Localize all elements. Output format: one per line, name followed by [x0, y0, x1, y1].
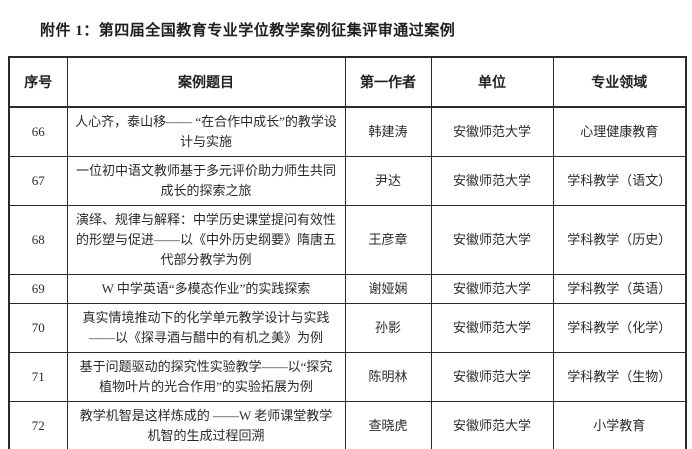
table-header-row: 序号 案例题目 第一作者 单位 专业领域	[8, 56, 687, 108]
author-cell: 查晓虎	[344, 401, 432, 449]
header-case-title: 案例题目	[66, 56, 346, 108]
table-row: 67 一位初中语文教师基于多元评价助力师生共同成长的探索之旅 尹达 安徽师范大学…	[8, 156, 687, 206]
unit-cell: 安徽师范大学	[430, 401, 554, 449]
field-cell: 小学教育	[552, 401, 687, 449]
unit-cell: 安徽师范大学	[430, 106, 554, 157]
row-number-cell: 69	[8, 274, 68, 304]
case-title-cell: 演绎、规律与解释：中学历史课堂提问有效性的形塑与促进——以《中外历史纲要》隋唐五…	[66, 205, 346, 275]
row-number-cell: 68	[8, 205, 68, 275]
cases-table: 序号 案例题目 第一作者 单位 专业领域 66 人心齐，泰山移—— “在合作中成…	[8, 56, 687, 449]
field-cell: 学科教学（生物）	[552, 352, 687, 402]
unit-cell: 安徽师范大学	[430, 156, 554, 206]
header-unit: 单位	[430, 56, 554, 108]
table-row: 66 人心齐，泰山移—— “在合作中成长”的教学设计与实施 韩建涛 安徽师范大学…	[8, 106, 687, 157]
case-title-cell: 人心齐，泰山移—— “在合作中成长”的教学设计与实施	[66, 106, 346, 157]
case-title-cell: 基于问题驱动的探究性实验教学——以“探究植物叶片的光合作用”的实验拓展为例	[66, 352, 346, 402]
row-number-cell: 66	[8, 106, 68, 157]
row-number-cell: 70	[8, 303, 68, 353]
author-cell: 韩建涛	[344, 106, 432, 157]
unit-cell: 安徽师范大学	[430, 352, 554, 402]
unit-cell: 安徽师范大学	[430, 205, 554, 275]
table-row: 70 真实情境推动下的化学单元教学设计与实践——以《探寻酒与醋中的有机之美》为例…	[8, 303, 687, 353]
case-title-cell: 一位初中语文教师基于多元评价助力师生共同成长的探索之旅	[66, 156, 346, 206]
author-cell: 陈明林	[344, 352, 432, 402]
unit-cell: 安徽师范大学	[430, 303, 554, 353]
row-number-cell: 71	[8, 352, 68, 402]
field-cell: 学科教学（英语）	[552, 274, 687, 304]
table-row: 69 W 中学英语“多模态作业”的实践探索 谢娅娴 安徽师范大学 学科教学（英语…	[8, 274, 687, 304]
case-title-cell: 真实情境推动下的化学单元教学设计与实践——以《探寻酒与醋中的有机之美》为例	[66, 303, 346, 353]
unit-cell: 安徽师范大学	[430, 274, 554, 304]
table-row: 71 基于问题驱动的探究性实验教学——以“探究植物叶片的光合作用”的实验拓展为例…	[8, 352, 687, 402]
author-cell: 王彦章	[344, 205, 432, 275]
row-number-cell: 72	[8, 401, 68, 449]
attachment-title: 附件 1：第四届全国教育专业学位教学案例征集评审通过案例	[40, 23, 456, 39]
table-body: 66 人心齐，泰山移—— “在合作中成长”的教学设计与实施 韩建涛 安徽师范大学…	[8, 106, 687, 449]
header-number: 序号	[8, 56, 68, 108]
field-cell: 心理健康教育	[552, 106, 687, 157]
author-cell: 谢娅娴	[344, 274, 432, 304]
author-cell: 尹达	[344, 156, 432, 206]
table-row: 68 演绎、规律与解释：中学历史课堂提问有效性的形塑与促进——以《中外历史纲要》…	[8, 205, 687, 275]
header-field: 专业领域	[552, 56, 687, 108]
case-title-cell: W 中学英语“多模态作业”的实践探索	[66, 274, 346, 304]
author-cell: 孙影	[344, 303, 432, 353]
table-row: 72 教学机智是这样炼成的 ——W 老师课堂教学机智的生成过程回溯 查晓虎 安徽…	[8, 401, 687, 449]
field-cell: 学科教学（历史）	[552, 205, 687, 275]
case-title-cell: 教学机智是这样炼成的 ——W 老师课堂教学机智的生成过程回溯	[66, 401, 346, 449]
row-number-cell: 67	[8, 156, 68, 206]
field-cell: 学科教学（化学）	[552, 303, 687, 353]
field-cell: 学科教学（语文）	[552, 156, 687, 206]
header-first-author: 第一作者	[344, 56, 432, 108]
